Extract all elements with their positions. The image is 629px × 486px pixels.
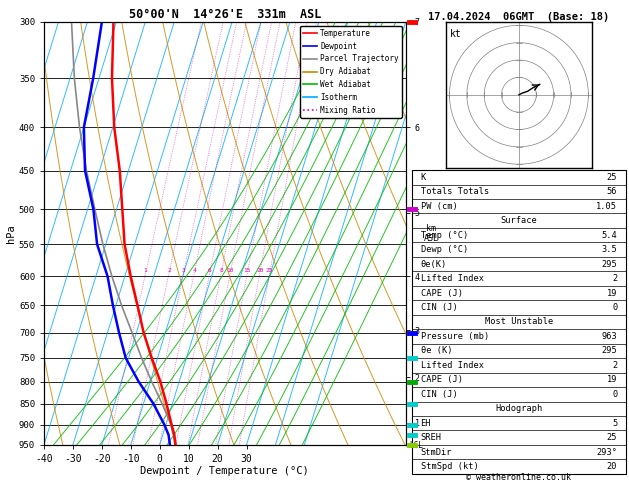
Text: 0: 0 xyxy=(612,390,617,399)
Text: Temp (°C): Temp (°C) xyxy=(421,231,468,240)
Text: PW (cm): PW (cm) xyxy=(421,202,457,211)
Text: Hodograph: Hodograph xyxy=(495,404,543,413)
Text: 1: 1 xyxy=(144,268,148,273)
Text: 2: 2 xyxy=(167,268,171,273)
Text: 15: 15 xyxy=(243,268,251,273)
Text: CAPE (J): CAPE (J) xyxy=(421,375,462,384)
Y-axis label: km
ASL: km ASL xyxy=(423,224,438,243)
Text: 0: 0 xyxy=(612,303,617,312)
Text: Lifted Index: Lifted Index xyxy=(421,361,484,370)
Text: 25: 25 xyxy=(266,268,274,273)
Text: Dewp (°C): Dewp (°C) xyxy=(421,245,468,254)
Title: 50°00'N  14°26'E  331m  ASL: 50°00'N 14°26'E 331m ASL xyxy=(129,8,321,21)
Text: θe (K): θe (K) xyxy=(421,347,452,355)
Text: LCL: LCL xyxy=(409,441,423,450)
Text: 19: 19 xyxy=(607,289,617,297)
Text: 5.4: 5.4 xyxy=(601,231,617,240)
Text: kt: kt xyxy=(450,29,461,39)
Text: 5: 5 xyxy=(612,419,617,428)
Text: K: K xyxy=(421,173,426,182)
Text: 963: 963 xyxy=(601,332,617,341)
Text: CAPE (J): CAPE (J) xyxy=(421,289,462,297)
Text: StmDir: StmDir xyxy=(421,448,452,457)
Text: Most Unstable: Most Unstable xyxy=(485,317,553,327)
Text: 295: 295 xyxy=(601,260,617,269)
Text: 2: 2 xyxy=(612,274,617,283)
X-axis label: Dewpoint / Temperature (°C): Dewpoint / Temperature (°C) xyxy=(140,467,309,476)
Text: 2: 2 xyxy=(612,361,617,370)
Text: 10: 10 xyxy=(226,268,234,273)
Text: Lifted Index: Lifted Index xyxy=(421,274,484,283)
Text: EH: EH xyxy=(421,419,431,428)
Text: CIN (J): CIN (J) xyxy=(421,390,457,399)
Text: 25: 25 xyxy=(607,173,617,182)
Text: 3.5: 3.5 xyxy=(601,245,617,254)
Text: 295: 295 xyxy=(601,347,617,355)
Text: 1.05: 1.05 xyxy=(596,202,617,211)
Y-axis label: hPa: hPa xyxy=(6,224,16,243)
Text: Pressure (mb): Pressure (mb) xyxy=(421,332,489,341)
Legend: Temperature, Dewpoint, Parcel Trajectory, Dry Adiabat, Wet Adiabat, Isotherm, Mi: Temperature, Dewpoint, Parcel Trajectory… xyxy=(300,26,402,118)
Text: 6: 6 xyxy=(208,268,211,273)
Text: Surface: Surface xyxy=(501,216,537,225)
Text: θe(K): θe(K) xyxy=(421,260,447,269)
Text: 20: 20 xyxy=(607,462,617,471)
Text: SREH: SREH xyxy=(421,433,442,442)
Text: CIN (J): CIN (J) xyxy=(421,303,457,312)
Text: 56: 56 xyxy=(607,187,617,196)
Text: © weatheronline.co.uk: © weatheronline.co.uk xyxy=(467,473,571,482)
Text: 8: 8 xyxy=(220,268,223,273)
Text: 293°: 293° xyxy=(596,448,617,457)
Text: StmSpd (kt): StmSpd (kt) xyxy=(421,462,478,471)
Text: 4: 4 xyxy=(192,268,196,273)
Text: 20: 20 xyxy=(256,268,264,273)
Text: Totals Totals: Totals Totals xyxy=(421,187,489,196)
Text: 17.04.2024  06GMT  (Base: 18): 17.04.2024 06GMT (Base: 18) xyxy=(428,12,610,22)
Text: 19: 19 xyxy=(607,375,617,384)
Text: 3: 3 xyxy=(182,268,186,273)
Text: 25: 25 xyxy=(607,433,617,442)
